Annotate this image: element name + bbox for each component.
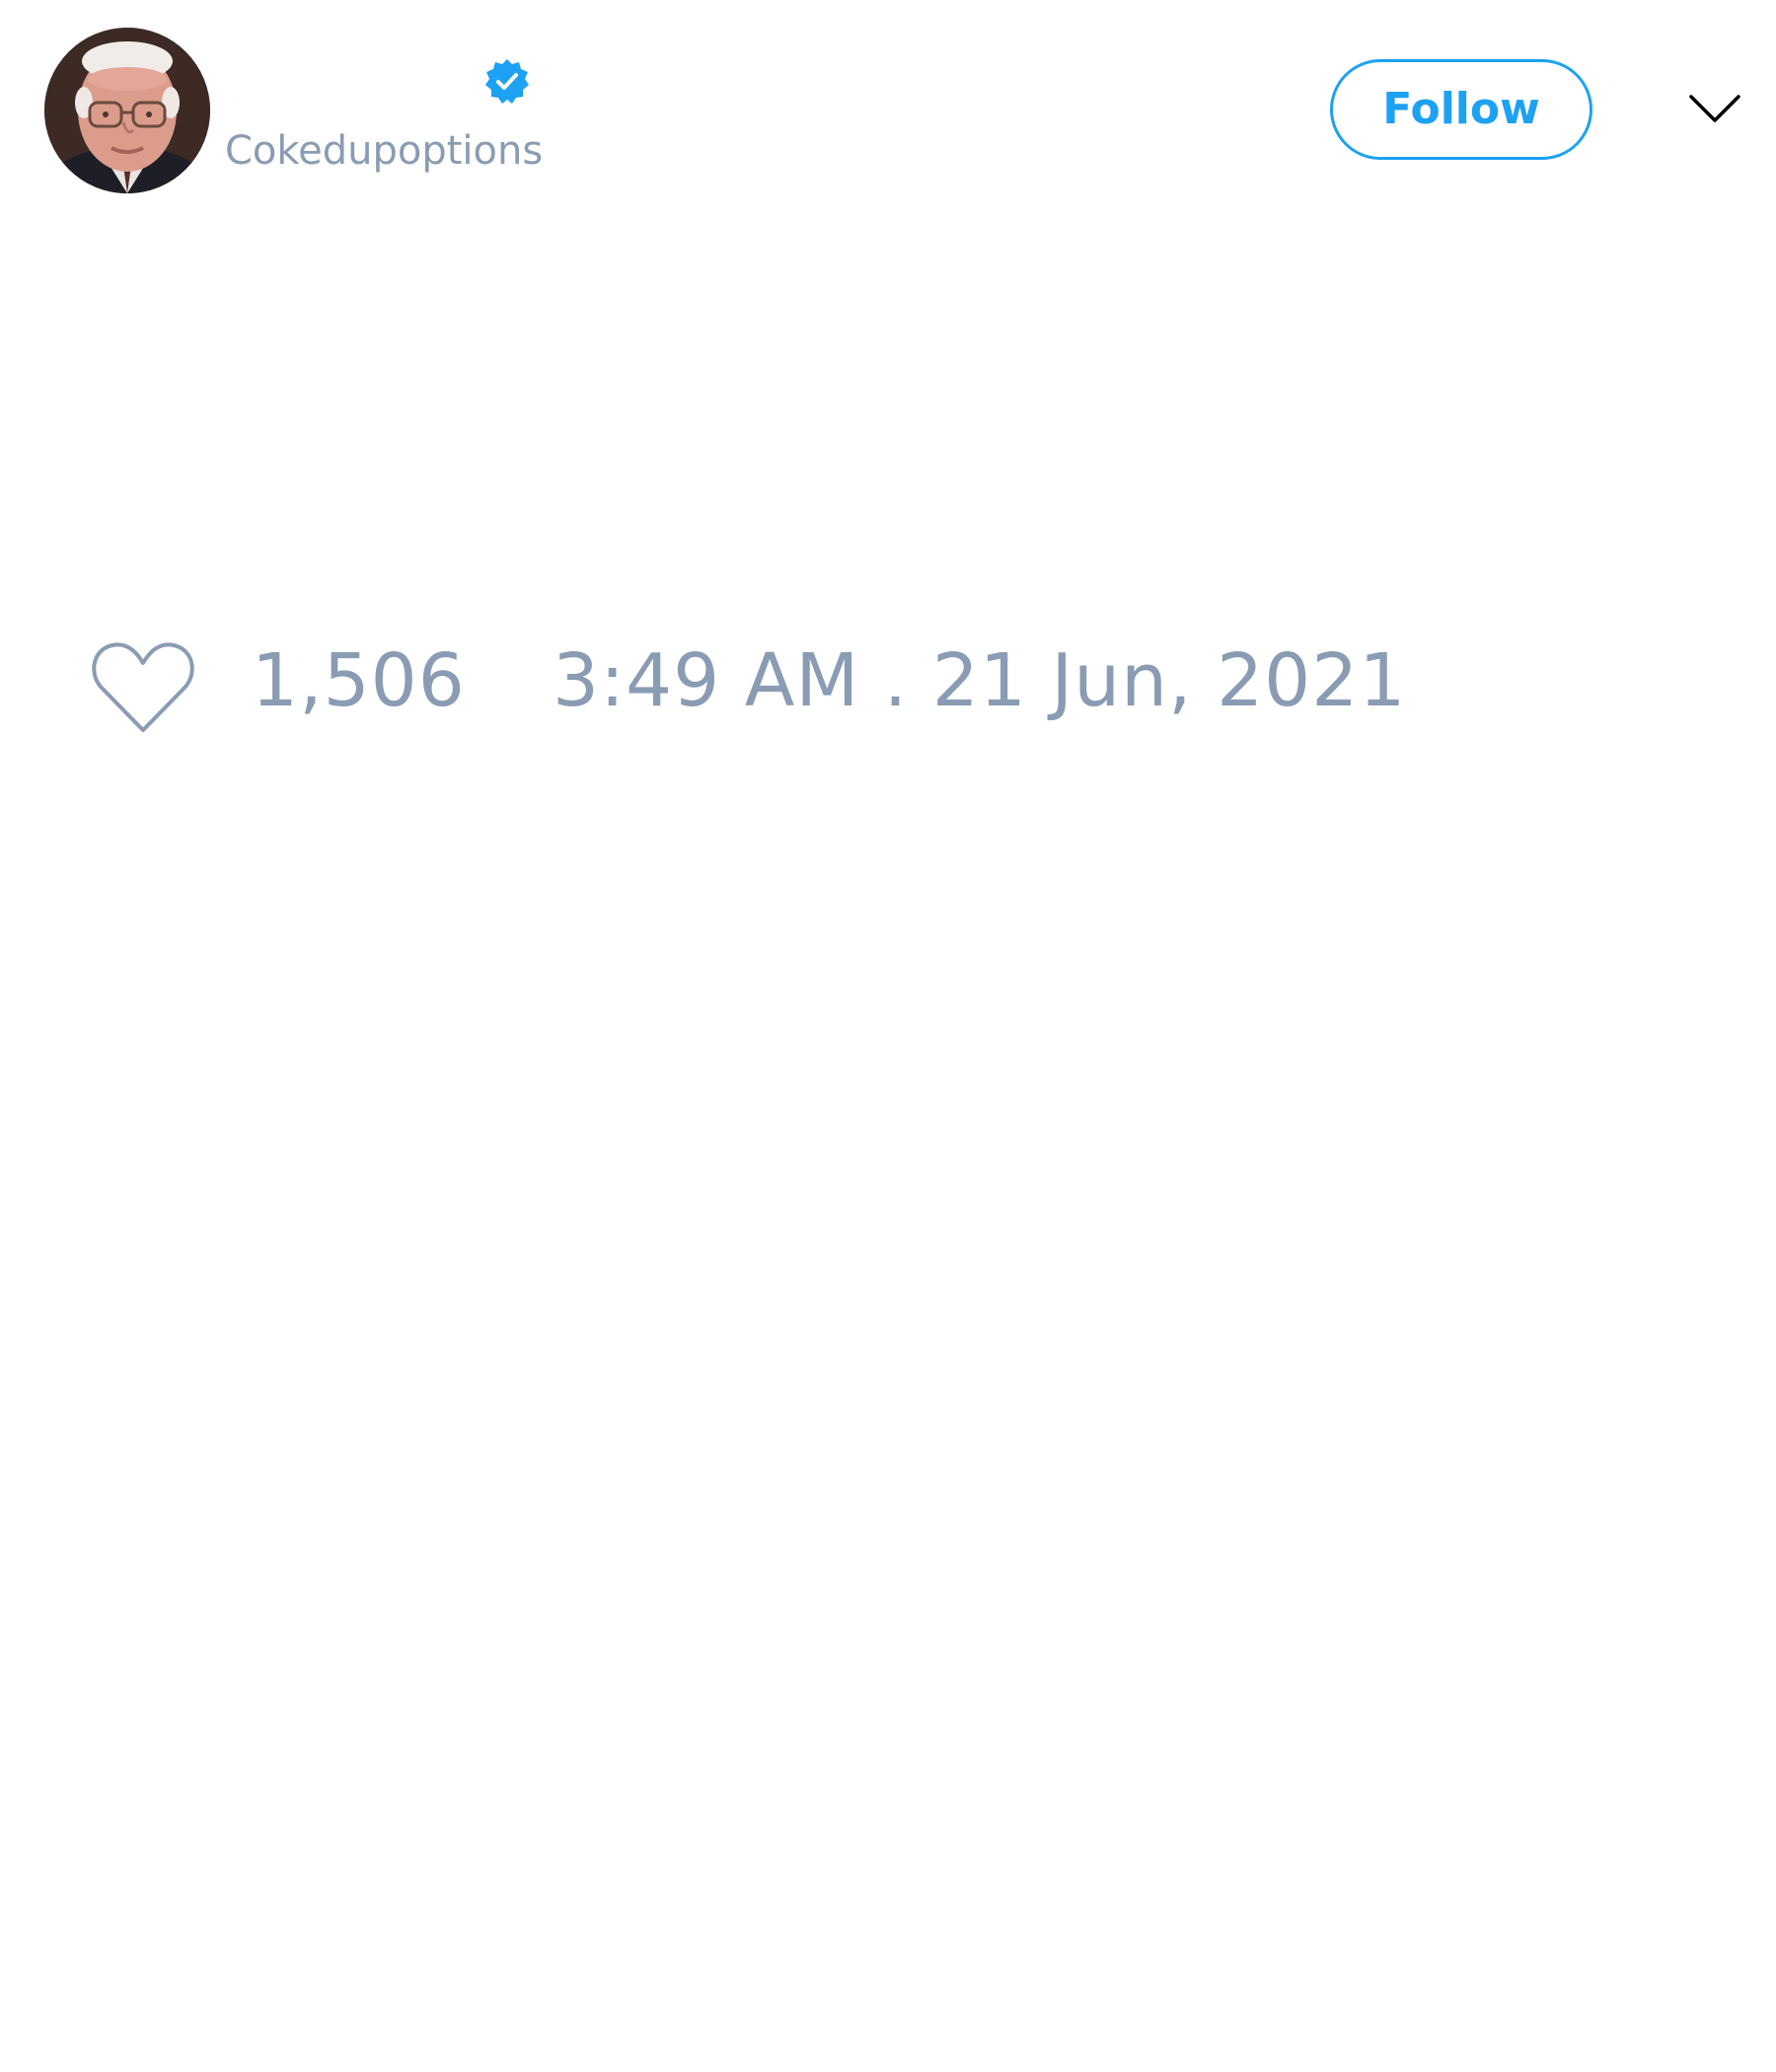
follow-button[interactable]: Follow xyxy=(1330,59,1592,160)
verified-badge-icon xyxy=(483,57,531,105)
tweet-action-bar: 1,506 3:49 AM . 21 Jun, 2021 xyxy=(89,631,1569,740)
heart-icon[interactable] xyxy=(89,639,197,738)
chevron-down-icon[interactable] xyxy=(1687,89,1742,128)
author-handle[interactable]: Cokedupoptions xyxy=(225,128,544,174)
avatar-photo xyxy=(44,28,210,193)
avatar[interactable] xyxy=(44,28,210,193)
tweet-timestamp[interactable]: 3:49 AM . 21 Jun, 2021 xyxy=(553,638,1407,723)
like-count: 1,506 xyxy=(252,638,466,723)
